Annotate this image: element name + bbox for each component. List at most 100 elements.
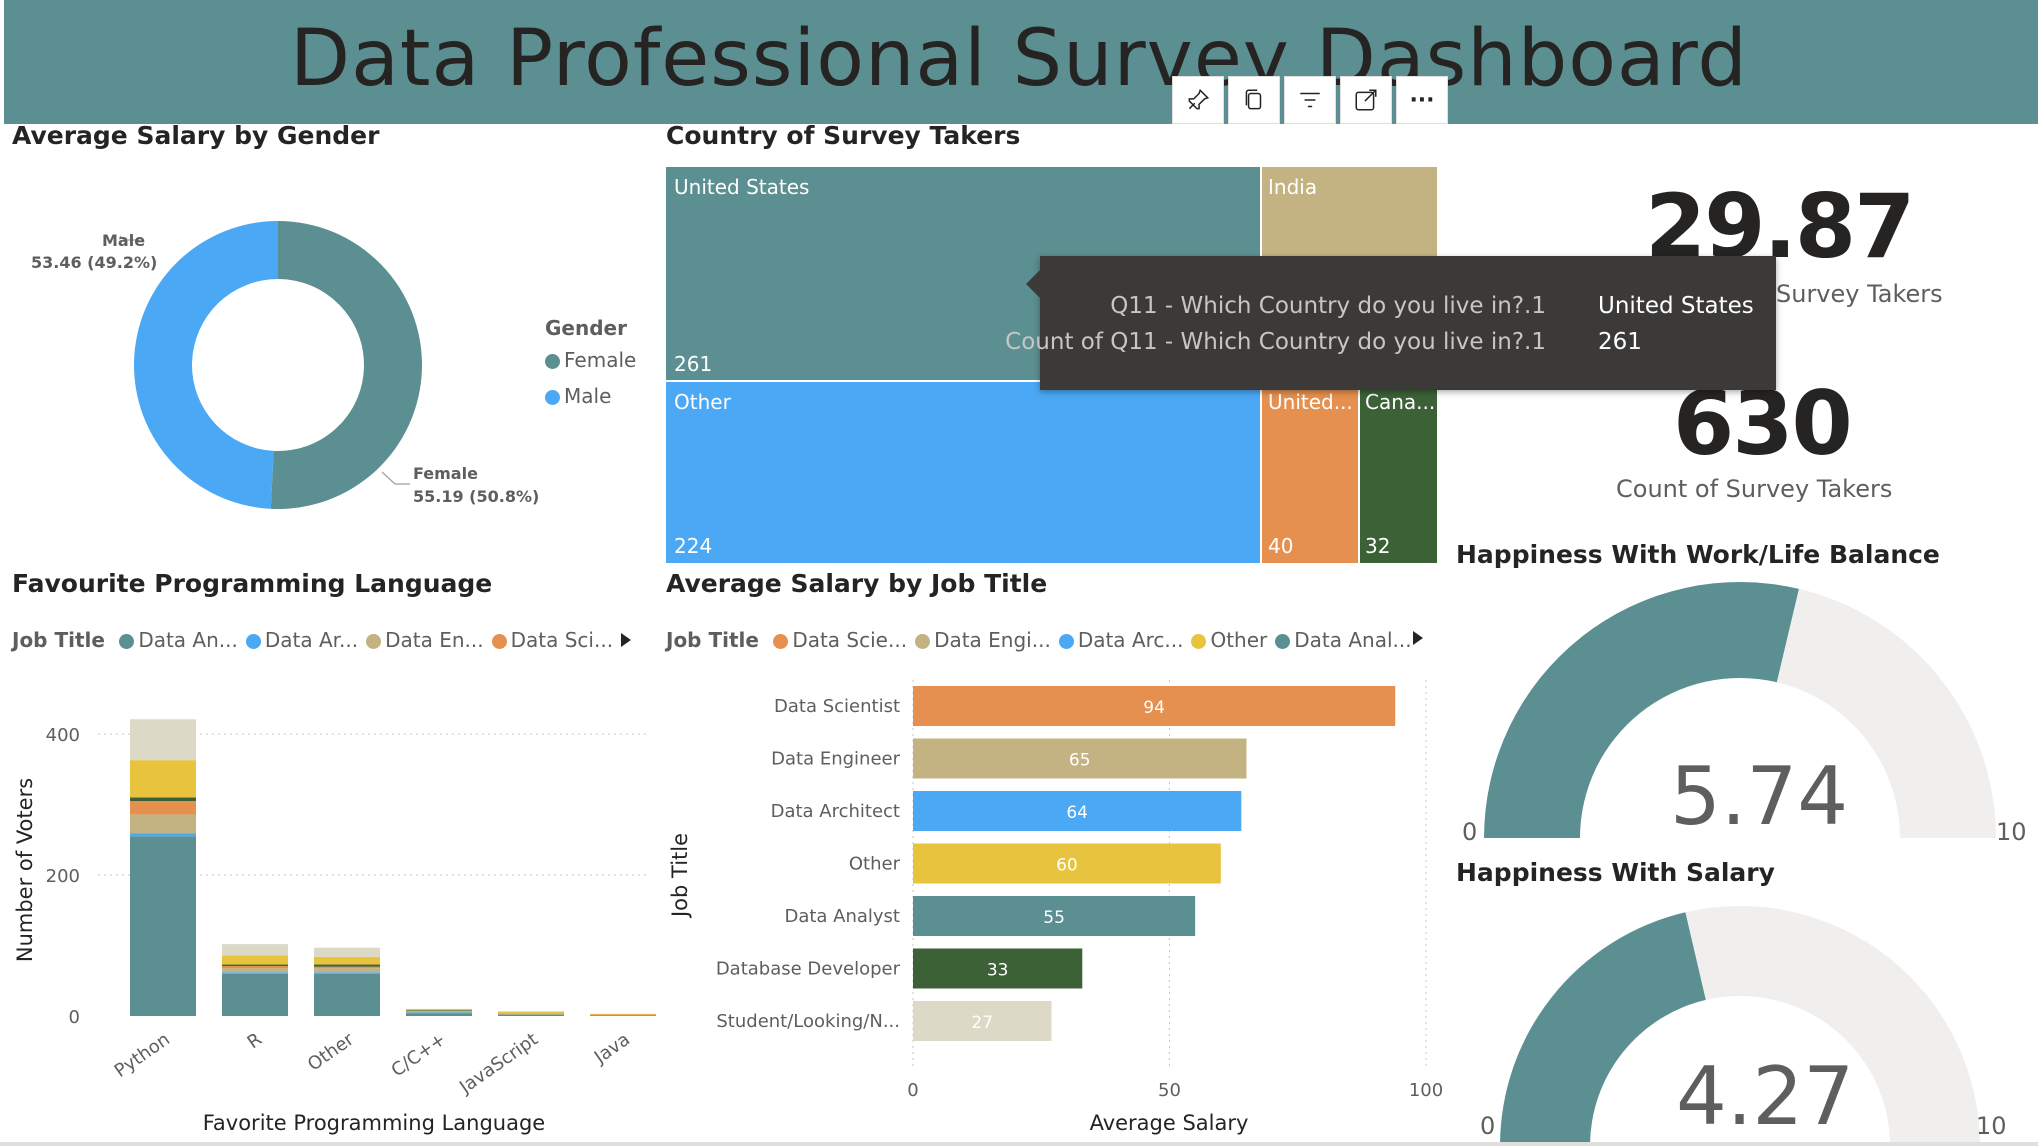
x-axis-title: Average Salary xyxy=(1090,1111,1249,1135)
male-data-label-value: 53.46 (49.2%) xyxy=(31,253,158,272)
y-tick-label: Other xyxy=(849,854,901,875)
bar-segment-other[interactable] xyxy=(314,956,380,965)
job-legend-item-0[interactable]: Data Scie... xyxy=(773,628,907,652)
donut-slice-male[interactable] xyxy=(133,221,278,509)
pin-icon xyxy=(1188,88,1210,110)
job-legend-next-arrow[interactable] xyxy=(1408,628,1428,648)
language-legend-next-arrow[interactable] xyxy=(616,630,636,650)
salary-bar[interactable] xyxy=(913,896,1196,936)
female-data-label-value: 55.19 (50.8%) xyxy=(413,487,540,506)
bar-segment-other[interactable] xyxy=(314,973,380,1016)
bar-segment-python[interactable] xyxy=(130,719,196,761)
gender-donut-chart[interactable] xyxy=(0,150,640,550)
bar-segment-other[interactable] xyxy=(314,972,380,974)
bar-segment-c/c++[interactable] xyxy=(406,1013,472,1016)
bar-segment-javascript[interactable] xyxy=(498,1011,564,1012)
salary-bar[interactable] xyxy=(913,843,1221,884)
tile-label-united-states: United States xyxy=(674,175,810,199)
salary-bar[interactable] xyxy=(913,1001,1052,1041)
language-chart-title: Favourite Programming Language xyxy=(12,569,493,598)
worklife-gauge[interactable] xyxy=(1460,580,2020,860)
bar-segment-python[interactable] xyxy=(130,814,196,834)
bar-data-label: 60 xyxy=(1056,856,1078,876)
bar-segment-r[interactable] xyxy=(222,965,288,969)
bar-segment-python[interactable] xyxy=(130,836,196,1016)
bar-segment-python[interactable] xyxy=(130,797,196,802)
job-legend-item-2[interactable]: Data Arc... xyxy=(1058,628,1183,652)
donut-slice-female[interactable] xyxy=(270,221,422,509)
bar-segment-javascript[interactable] xyxy=(498,1011,564,1014)
job-legend-item-4[interactable]: Data Anal... xyxy=(1275,628,1412,652)
legend-item-male[interactable]: Male xyxy=(545,384,636,408)
salary-bar[interactable] xyxy=(913,686,1396,726)
salary-bar[interactable] xyxy=(913,791,1242,831)
bar-segment-python[interactable] xyxy=(130,801,196,815)
bar-segment-other[interactable] xyxy=(314,947,380,957)
bar-segment-r[interactable] xyxy=(222,964,288,966)
bar-segment-other[interactable] xyxy=(314,966,380,969)
x-axis-title: Favorite Programming Language xyxy=(203,1111,545,1135)
y-tick-label: 0 xyxy=(69,1007,80,1028)
job-legend-item-3[interactable]: Other xyxy=(1191,628,1267,652)
bar-segment-java[interactable] xyxy=(590,1014,656,1016)
bar-segment-java[interactable] xyxy=(590,1013,656,1015)
copy-visual-button[interactable] xyxy=(1228,76,1280,124)
salary-bar[interactable] xyxy=(913,948,1083,989)
salary-bar[interactable] xyxy=(913,738,1247,779)
language-legend-item-3[interactable]: Data Sci... xyxy=(491,628,613,652)
bar-segment-c/c++[interactable] xyxy=(406,1011,472,1013)
language-legend: Job Title Data An... Data Ar... Data En...… xyxy=(12,628,613,652)
bar-segment-c/c++[interactable] xyxy=(406,1008,472,1011)
tooltip-value-count: 261 xyxy=(1598,329,1642,355)
job-legend-item-1[interactable]: Data Engi... xyxy=(915,628,1051,652)
donut-slices[interactable] xyxy=(133,221,422,509)
bar-segment-r[interactable] xyxy=(222,968,288,973)
language-legend-item-0[interactable]: Data An... xyxy=(119,628,238,652)
more-options-button[interactable]: ··· xyxy=(1396,76,1448,124)
x-tick-label: JavaScript xyxy=(455,1029,542,1099)
bar-segment-r[interactable] xyxy=(222,955,288,965)
y-tick-label: 200 xyxy=(46,866,80,887)
tile-other[interactable]: Other 224 xyxy=(666,382,1260,563)
salary-gauge-max: 10 xyxy=(1976,1112,2007,1140)
y-tick-label: 400 xyxy=(46,725,80,746)
job-salary-bar-chart[interactable]: 0 50 100 Data Scientist 94 Data Engineer 65 Dat… xyxy=(660,670,1460,1146)
bar-segment-r[interactable] xyxy=(222,973,288,1016)
filter-button[interactable] xyxy=(1284,76,1336,124)
bar-segment-c/c++[interactable] xyxy=(406,1011,472,1012)
job-legend-label: Other xyxy=(1210,628,1268,652)
female-data-label-name: Female xyxy=(413,464,478,483)
language-legend-swatch xyxy=(245,634,261,649)
bar-segment-r[interactable] xyxy=(222,944,288,956)
language-legend-item-2[interactable]: Data En... xyxy=(366,628,484,652)
language-stacked-bar-chart[interactable]: 0 200 400 Python R Other C/C++ JavaScript Java Fa… xyxy=(0,670,660,1146)
bar-segment-javascript[interactable] xyxy=(498,1013,564,1015)
bar-segment-r[interactable] xyxy=(222,972,288,974)
language-legend-label: Data En... xyxy=(385,628,484,652)
y-tick-label: Data Engineer xyxy=(771,749,900,770)
legend-item-female[interactable]: Female xyxy=(545,348,636,372)
x-tick-label: C/C++ xyxy=(388,1029,450,1081)
pin-button[interactable] xyxy=(1172,76,1224,124)
salary-gauge[interactable] xyxy=(1490,898,2000,1146)
bar-segment-javascript[interactable] xyxy=(498,1013,564,1014)
bar-segment-python[interactable] xyxy=(130,833,196,837)
language-legend-item-1[interactable]: Data Ar... xyxy=(245,628,358,652)
bar-segment-c/c++[interactable] xyxy=(406,1012,472,1014)
bar-segment-javascript[interactable] xyxy=(498,1014,564,1016)
language-legend-swatch xyxy=(491,634,507,649)
job-legend-swatch xyxy=(1275,634,1291,649)
tooltip-value-country: United States xyxy=(1598,293,1754,319)
bar-segment-other[interactable] xyxy=(314,964,380,967)
bar-data-label: 27 xyxy=(971,1013,993,1033)
bar-segment-other[interactable] xyxy=(314,968,380,973)
bar-segment-c/c++[interactable] xyxy=(406,1010,472,1012)
tile-united-kingdom[interactable]: United... 40 xyxy=(1262,382,1358,563)
tile-canada[interactable]: Cana... 32 xyxy=(1360,382,1437,563)
chevron-right-icon xyxy=(1413,631,1423,645)
focus-mode-button[interactable] xyxy=(1340,76,1392,124)
bar-segment-java[interactable] xyxy=(590,1015,656,1016)
job-legend-swatch xyxy=(915,634,931,649)
job-legend-swatch xyxy=(773,634,789,649)
bar-segment-python[interactable] xyxy=(130,760,196,798)
